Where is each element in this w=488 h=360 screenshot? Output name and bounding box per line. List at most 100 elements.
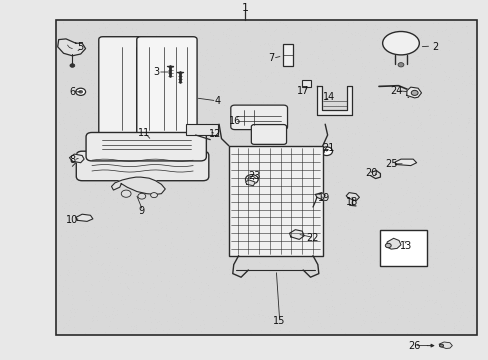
Point xyxy=(198,214,206,220)
Point xyxy=(183,19,191,25)
Point xyxy=(396,150,404,156)
Point xyxy=(262,187,269,193)
Point xyxy=(158,165,165,170)
Point xyxy=(200,212,207,218)
Point xyxy=(130,128,138,134)
Point xyxy=(382,298,390,304)
Point xyxy=(209,238,217,244)
Point xyxy=(79,130,86,136)
Point xyxy=(323,207,330,213)
Text: 18: 18 xyxy=(345,197,358,207)
Point xyxy=(136,75,144,81)
Point xyxy=(392,243,400,249)
Point xyxy=(141,219,148,224)
Point xyxy=(431,112,439,118)
Point xyxy=(293,214,301,220)
Point xyxy=(230,51,238,57)
Point xyxy=(197,121,204,126)
Point xyxy=(166,47,174,53)
Point xyxy=(394,113,402,119)
Point xyxy=(461,69,469,75)
Point xyxy=(62,320,70,326)
Point xyxy=(139,21,146,27)
Point xyxy=(81,234,88,239)
Point xyxy=(446,102,453,107)
Point xyxy=(299,185,306,191)
Point xyxy=(207,266,215,272)
Point xyxy=(419,252,427,258)
Point xyxy=(208,254,216,260)
Point xyxy=(414,188,422,194)
Point xyxy=(445,201,452,206)
Point xyxy=(126,256,134,262)
Point xyxy=(228,309,236,315)
Point xyxy=(315,297,323,303)
Point xyxy=(220,216,227,222)
Point xyxy=(281,226,288,231)
Point xyxy=(358,63,366,68)
Point xyxy=(325,311,332,316)
Point xyxy=(239,206,246,212)
Circle shape xyxy=(410,90,417,95)
Point xyxy=(130,323,138,329)
Point xyxy=(416,35,424,40)
Point xyxy=(172,169,180,175)
Point xyxy=(336,150,344,156)
Point xyxy=(82,39,90,45)
Point xyxy=(175,211,183,217)
Point xyxy=(302,197,310,203)
Point xyxy=(374,45,382,51)
Polygon shape xyxy=(386,238,400,249)
Point xyxy=(301,173,308,179)
Point xyxy=(114,149,122,154)
Point xyxy=(73,65,81,71)
Point xyxy=(363,278,371,284)
Point xyxy=(461,90,468,95)
Point xyxy=(331,43,339,49)
Point xyxy=(429,278,437,283)
Point xyxy=(167,220,175,225)
Point xyxy=(184,253,192,259)
Point xyxy=(306,27,314,33)
Point xyxy=(437,316,445,322)
Point xyxy=(354,130,362,135)
Point xyxy=(168,252,176,257)
Point xyxy=(415,82,423,87)
Point xyxy=(451,166,459,172)
Point xyxy=(116,280,124,286)
Point xyxy=(468,67,476,73)
Point xyxy=(208,20,216,26)
Point xyxy=(366,192,373,198)
Point xyxy=(232,141,240,147)
Point xyxy=(253,170,261,176)
Point xyxy=(259,99,266,105)
Point xyxy=(249,134,257,140)
Point xyxy=(372,161,380,167)
Point xyxy=(157,75,165,80)
Point xyxy=(212,249,220,255)
Point xyxy=(109,138,117,144)
Point xyxy=(97,144,104,150)
Point xyxy=(327,288,335,294)
Point xyxy=(301,190,309,196)
Point xyxy=(457,81,465,86)
Point xyxy=(199,317,206,323)
Point xyxy=(157,149,165,155)
Point xyxy=(259,278,267,284)
Point xyxy=(298,211,305,217)
Point xyxy=(344,108,352,114)
Point xyxy=(382,38,389,44)
Point xyxy=(171,80,179,86)
Point xyxy=(194,231,202,237)
Point xyxy=(463,136,471,142)
Point xyxy=(154,44,162,49)
Point xyxy=(176,52,184,58)
Point xyxy=(99,199,106,204)
Point xyxy=(232,174,240,180)
Point xyxy=(428,150,436,156)
Point xyxy=(375,197,383,202)
Point xyxy=(59,19,67,25)
Point xyxy=(166,142,174,148)
Point xyxy=(285,80,292,86)
Point xyxy=(136,208,143,214)
